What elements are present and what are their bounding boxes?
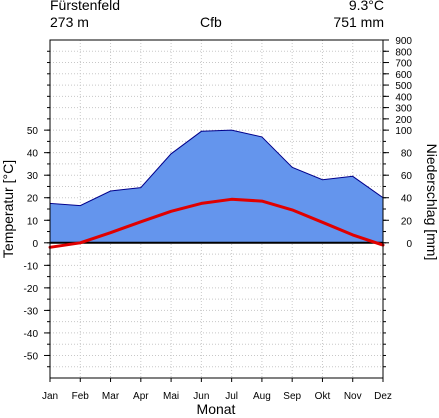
month-tick-label: Okt xyxy=(315,391,331,402)
month-tick-label: Apr xyxy=(133,391,149,402)
temperature-tick-label: -20 xyxy=(24,284,39,295)
precipitation-tick-label: 60 xyxy=(401,171,413,182)
y-axis-label-precipitation: Niederschlag [mm] xyxy=(424,144,439,261)
precipitation-tick-label: 800 xyxy=(395,47,412,58)
precipitation-tick-label: 700 xyxy=(395,59,412,70)
month-tick-label: Aug xyxy=(253,391,271,402)
precipitation-tick-label: 20 xyxy=(401,216,413,227)
x-axis-label: Monat xyxy=(197,401,236,417)
temperature-tick-label: -50 xyxy=(24,351,39,362)
precipitation-tick-label: 100 xyxy=(395,126,412,137)
temperature-tick-label: 40 xyxy=(27,149,39,160)
month-tick-label: Mai xyxy=(163,391,179,402)
precipitation-tick-label: 400 xyxy=(395,92,412,103)
month-tick-label: Jul xyxy=(225,391,238,402)
month-tick-label: Feb xyxy=(72,391,90,402)
precipitation-tick-label: 900 xyxy=(395,36,412,47)
precipitation-tick-label: 0 xyxy=(406,239,412,250)
precipitation-tick-label: 500 xyxy=(395,81,412,92)
mean-annual-temperature: 9.3°C xyxy=(348,0,384,13)
temperature-tick-label: -10 xyxy=(24,261,39,272)
temperature-tick-label: 20 xyxy=(27,194,39,205)
month-tick-label: Dez xyxy=(374,391,392,402)
temperature-tick-label: -40 xyxy=(24,329,39,340)
precipitation-tick-label: 80 xyxy=(401,149,413,160)
temperature-tick-label: 10 xyxy=(27,216,39,227)
temperature-tick-label: 50 xyxy=(27,126,39,137)
precipitation-tick-label: 600 xyxy=(395,70,412,81)
station-name: Fürstenfeld xyxy=(50,0,121,13)
y-axis-label-temperature: Temperatur [°C] xyxy=(0,160,16,258)
precipitation-tick-label: 40 xyxy=(401,194,413,205)
precipitation-tick-label: 200 xyxy=(395,115,412,126)
month-tick-label: Jun xyxy=(193,391,209,402)
temperature-tick-label: 30 xyxy=(27,171,39,182)
month-tick-label: Nov xyxy=(344,391,362,402)
climate-classification: Cfb xyxy=(200,14,222,30)
month-tick-label: Mar xyxy=(102,391,120,402)
month-tick-label: Sep xyxy=(283,391,301,402)
precipitation-area xyxy=(49,129,384,244)
annual-precipitation-total: 751 mm xyxy=(333,14,384,30)
month-tick-label: Jan xyxy=(42,391,58,402)
temperature-tick-label: 0 xyxy=(32,239,38,250)
station-elevation: 273 m xyxy=(50,14,89,30)
temperature-line xyxy=(48,197,385,249)
precipitation-tick-label: 300 xyxy=(395,104,412,115)
temperature-tick-label: -30 xyxy=(24,306,39,317)
axes: -50-40-30-20-100102030405002040608010020… xyxy=(24,36,413,402)
